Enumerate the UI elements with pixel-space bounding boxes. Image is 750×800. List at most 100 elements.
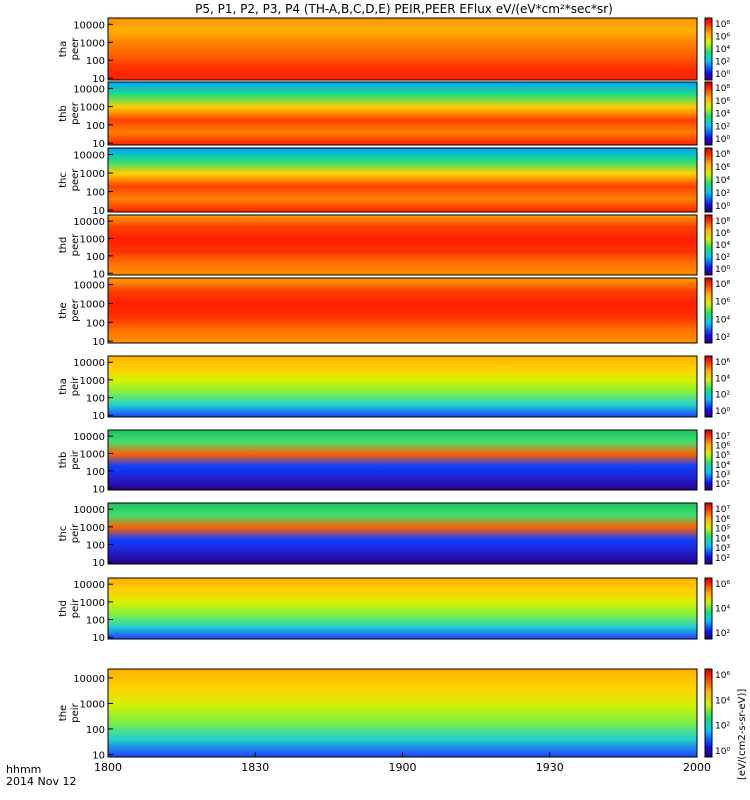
y-tick-label: 100: [86, 252, 105, 263]
colorbar-tick-label: 10⁶: [715, 442, 730, 452]
colorbar-tick-label: 10⁰: [715, 135, 730, 145]
y-label-probe: thb: [58, 105, 69, 122]
colorbar-tick-label: 10²: [715, 391, 730, 401]
spectrogram-thb-peir: [108, 430, 697, 490]
panel-thd-peir: 10 100 1000 10000 thd peir 10⁶ 10⁴ 10²: [58, 577, 730, 644]
x-axis: 1800 1830 1900 1930 2000: [94, 752, 711, 774]
panel-frame: [107, 502, 698, 565]
y-label-species: peir: [70, 376, 81, 396]
colorbar-tick-label: 10⁴: [715, 110, 730, 120]
colorbar-tick-label: 10⁶: [715, 298, 730, 308]
panel-the-peir: 10 100 1000 10000 the peir 10⁶ 10⁴ 10² 10⁰: [58, 668, 730, 761]
y-tick-label: 100: [86, 541, 105, 552]
y-tick-label: 10: [92, 337, 105, 348]
colorbar-tick-label: 10⁴: [715, 315, 730, 325]
figure-title: P5, P1, P2, P3, P4 (TH-A,B,C,D,E) PEIR,P…: [195, 2, 613, 16]
x-label-hhmm: hhmm: [6, 763, 41, 776]
colorbar: [704, 277, 713, 344]
y-tick-label: 100: [86, 318, 105, 329]
spectrogram-thb-peer: [108, 82, 697, 145]
colorbar-tick-label: 10⁴: [715, 696, 730, 706]
panel-frame: [107, 147, 698, 213]
colorbar-tick-label: 10⁰: [715, 202, 730, 212]
colorbar-tick-label: 10⁶: [715, 229, 730, 239]
panel-frame: [107, 81, 698, 146]
y-tick-label: 1000: [80, 38, 105, 49]
spectrogram-thc-peer: [108, 148, 697, 212]
y-label-probe: the: [58, 705, 69, 721]
y-tick-label: 10: [92, 411, 105, 422]
y-label-probe: tha: [58, 41, 69, 57]
x-label-date: 2014 Nov 12: [6, 775, 76, 788]
y-tick-label: 10: [92, 750, 105, 761]
y-tick-label: 10000: [73, 674, 105, 685]
colorbar-tick-label: 10⁰: [715, 407, 730, 417]
colorbar-tick-label: 10³: [715, 544, 730, 554]
colorbar-tick-label: 10⁸: [715, 20, 730, 30]
colorbar-tick-label: 10⁴: [715, 176, 730, 186]
y-label-species: peir: [70, 523, 81, 543]
y-tick-label: 1000: [80, 598, 105, 609]
panel-thd-peer: 10 100 1000 10000 thd peer 10⁸ 10⁶ 10⁴ 10² 10⁰: [58, 214, 730, 280]
panel-tha-peir: 10 100 1000 10000 tha peir 10⁶ 10⁴ 10² 10⁰: [58, 355, 730, 422]
x-tick-label: 1800: [94, 761, 122, 774]
colorbar-tick-label: 10²: [715, 480, 730, 490]
colorbar-tick-label: 10⁰: [715, 265, 730, 275]
spectrogram-tha-peer: [108, 18, 697, 80]
colorbar-tick-label: 10⁸: [715, 150, 730, 160]
panel-the-peer: 10 100 1000 10000 the peer 10⁸ 10⁶ 10⁴ 10²: [58, 277, 730, 348]
y-tick-label: 1000: [80, 376, 105, 387]
spectrogram-thd-peir: [108, 578, 697, 639]
y-tick-label: 10: [92, 269, 105, 280]
y-tick-label: 100: [86, 616, 105, 627]
colorbar-tick-label: 10⁵: [715, 451, 730, 461]
y-label-species: peir: [70, 702, 81, 722]
colorbar-tick-label: 10⁴: [715, 534, 730, 544]
panel-frame: [107, 577, 698, 640]
y-label-probe: tha: [58, 378, 69, 394]
y-tick-label: 10: [92, 484, 105, 495]
y-label-species: peer: [70, 101, 81, 125]
colorbar-tick-label: 10⁸: [715, 84, 730, 94]
y-tick-label: 1000: [80, 299, 105, 310]
colorbar: [704, 355, 713, 418]
colorbar-tick-label: 10³: [715, 470, 730, 480]
y-label-probe: thc: [58, 526, 69, 542]
colorbar-tick-label: 10⁴: [715, 374, 730, 384]
y-label-species: peer: [70, 298, 81, 322]
y-label-species: peer: [70, 37, 81, 61]
colorbar: [704, 668, 713, 758]
spectrogram-the-peir: [108, 669, 697, 757]
colorbar-tick-label: 10⁶: [715, 358, 730, 368]
y-tick-label: 100: [86, 725, 105, 736]
y-tick-label: 10000: [73, 217, 105, 228]
colorbar: [704, 81, 713, 146]
y-tick-label: 1000: [80, 234, 105, 245]
colorbar-tick-label: 10⁶: [715, 97, 730, 107]
y-tick-label: 100: [86, 188, 105, 199]
x-tick-label: 1900: [389, 761, 417, 774]
spectrogram-thd-peer: [108, 215, 697, 275]
y-tick-label: 10000: [73, 580, 105, 591]
colorbar-tick-label: 10⁵: [715, 525, 730, 535]
y-tick-label: 10000: [73, 150, 105, 161]
colorbar-tick-label: 10⁰: [715, 747, 730, 757]
colorbar-tick-label: 10²: [715, 58, 730, 68]
x-tick-label: 1930: [536, 761, 564, 774]
panel-tha-peer: 10 100 1000 10000 tha peer 10⁸ 10⁶ 10⁴ 10² 10⁰: [58, 17, 730, 85]
y-tick-label: 100: [86, 121, 105, 132]
colorbar-tick-label: 10⁶: [715, 671, 730, 681]
panel-frame: [107, 214, 698, 276]
panel-frame: [107, 355, 698, 418]
y-tick-label: 10: [92, 74, 105, 85]
colorbar-tick-label: 10⁶: [715, 580, 730, 590]
y-tick-label: 1000: [80, 699, 105, 710]
colorbar: [704, 214, 713, 276]
colorbar-tick-label: 10⁶: [715, 163, 730, 173]
y-tick-label: 10: [92, 139, 105, 150]
y-label-species: peir: [70, 449, 81, 469]
y-label-probe: thd: [58, 237, 69, 254]
panel-frame: [107, 277, 698, 344]
colorbar-tick-label: 10²: [715, 122, 730, 132]
